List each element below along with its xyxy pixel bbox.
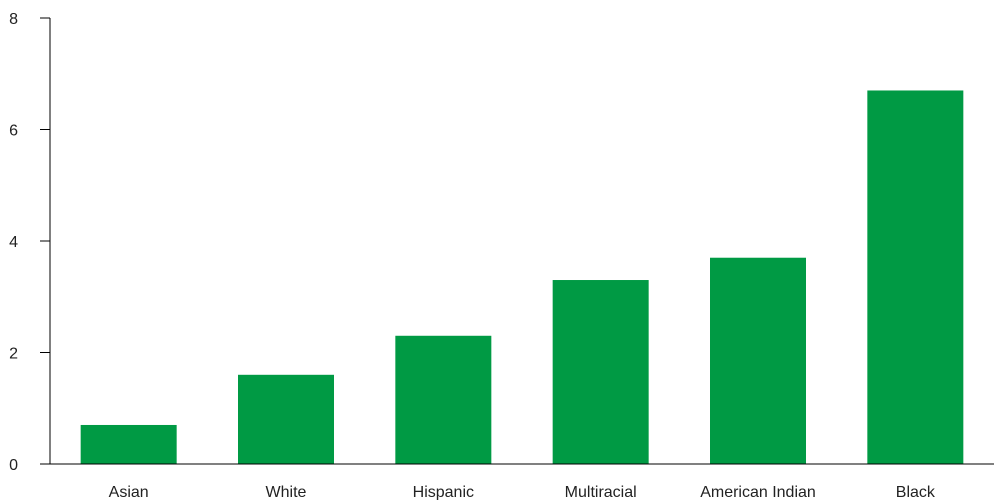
y-tick-label: 4	[9, 234, 18, 251]
bar	[395, 335, 492, 464]
x-tick-label: Black	[896, 484, 936, 500]
bar	[552, 280, 649, 464]
y-tick-label: 8	[9, 11, 18, 28]
bar	[80, 424, 177, 464]
x-axis: Asian White Hispanic Multiracial American In…	[40, 463, 994, 500]
bar	[238, 374, 334, 464]
y-tick-label: 2	[9, 346, 18, 363]
bar	[867, 90, 964, 464]
x-tick-label: American Indian	[700, 484, 816, 500]
x-tick-label: Asian	[109, 484, 149, 500]
bar	[710, 257, 806, 464]
x-tick-label: Multiracial	[565, 484, 637, 500]
y-axis: 0 2 4 6 8	[9, 11, 51, 474]
y-tick-label: 6	[9, 123, 18, 140]
y-tick-label: 0	[9, 457, 18, 474]
x-tick-label: White	[266, 484, 307, 500]
x-tick-label: Hispanic	[413, 484, 474, 500]
bars-group	[80, 90, 964, 464]
